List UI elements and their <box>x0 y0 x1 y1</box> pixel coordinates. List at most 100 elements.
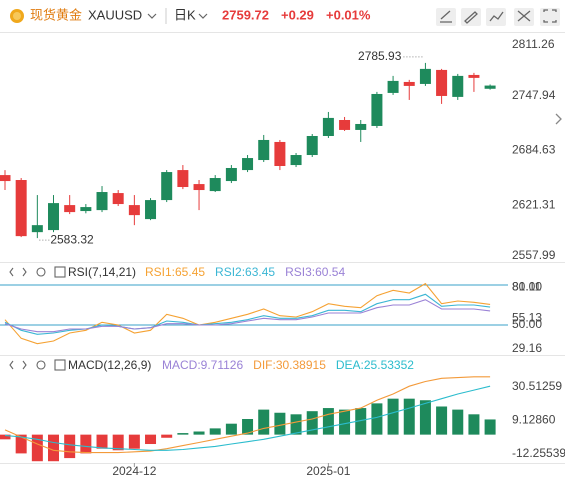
indicator-icon[interactable] <box>54 359 66 371</box>
gear-icon[interactable] <box>36 360 46 370</box>
macd-bar <box>452 409 464 435</box>
candle-body <box>258 139 270 161</box>
macd-bar <box>258 409 270 435</box>
macd-bar <box>145 434 157 445</box>
candle-body <box>64 205 76 213</box>
change-pct: +0.01% <box>326 7 371 22</box>
tool-button[interactable] <box>514 8 534 26</box>
macd-bar <box>371 403 383 435</box>
y-tick-label: 9.12860 <box>512 413 556 427</box>
side-arrow[interactable] <box>555 113 562 125</box>
candle-body <box>128 205 140 216</box>
tool-icon <box>489 11 504 22</box>
macd-bar <box>128 434 140 449</box>
macd-bar <box>468 414 480 435</box>
candle-body <box>161 172 173 201</box>
candle-body <box>274 141 286 166</box>
x-tick-label: 2025-01 <box>306 464 350 478</box>
macd-bar <box>193 431 205 435</box>
macd-bar <box>242 419 254 435</box>
y-tick-label: 80.00 <box>512 280 542 294</box>
y-tick-label: 81.11 <box>512 280 541 294</box>
macd-bar <box>484 419 496 435</box>
dropdown-arrow[interactable] <box>147 13 157 19</box>
gear-icon[interactable] <box>36 267 46 277</box>
gold-icon-inner <box>13 12 21 20</box>
legend-entry: RSI2:63.45 <box>215 265 275 279</box>
macd-bar <box>225 423 237 435</box>
macd-bar <box>274 412 286 435</box>
macd-bar <box>64 434 76 459</box>
candle-body <box>419 68 431 84</box>
y-tick-label: 30.51259 <box>512 379 562 393</box>
y-tick-label: 2684.63 <box>512 143 556 157</box>
instrument-name[interactable]: 现货黄金 <box>30 7 82 22</box>
macd-bar <box>112 434 124 451</box>
macd-bar <box>177 433 189 435</box>
tool-button[interactable] <box>461 8 481 26</box>
macd-line <box>4 376 491 454</box>
macd-bar <box>48 434 60 462</box>
candle-body <box>403 81 415 86</box>
y-tick-label: -12.25539 <box>512 446 565 460</box>
legend-entry: DIF:30.38915 <box>253 358 326 372</box>
macd-bar <box>339 409 351 435</box>
eye-icon[interactable] <box>9 360 27 370</box>
candle-body <box>96 192 108 211</box>
macd-bar <box>355 408 367 435</box>
candle-body <box>452 75 464 97</box>
macd-bar <box>0 434 11 440</box>
macd-bar <box>31 434 43 462</box>
macd-bar <box>436 406 448 435</box>
macd-bar <box>96 434 108 449</box>
candle-body <box>290 155 302 166</box>
eye-icon[interactable] <box>9 267 27 277</box>
macd-bar <box>403 398 415 435</box>
tool-button[interactable] <box>540 8 560 26</box>
macd-title: MACD(12,26,9) <box>68 358 151 372</box>
toolbar <box>436 8 560 26</box>
macd-bar <box>15 434 27 454</box>
tool-icon <box>464 11 478 24</box>
candle-body <box>322 117 334 136</box>
y-tick-label: 2747.94 <box>512 88 556 102</box>
legend-entry: MACD:9.71126 <box>162 358 243 372</box>
indicator-icon[interactable] <box>54 266 66 278</box>
candle-body <box>225 167 237 182</box>
dropdown-arrow[interactable] <box>198 13 208 19</box>
rsi-header-icons <box>9 266 66 278</box>
macd-bar <box>322 408 334 435</box>
legend-entry: RSI3:60.54 <box>285 265 345 279</box>
y-tick-label: 2557.99 <box>512 248 556 262</box>
period[interactable]: 日K <box>174 7 196 22</box>
y-tick-label: 2621.31 <box>512 197 556 211</box>
tool-icon <box>543 9 557 23</box>
candle-body <box>0 175 11 182</box>
candle-body <box>339 119 351 130</box>
price: 2759.72 <box>222 7 269 22</box>
macd-bar <box>161 434 173 438</box>
macd-bar <box>387 398 399 435</box>
macd-bar <box>306 411 318 435</box>
candle-body <box>355 123 367 130</box>
tool-icon <box>517 10 531 22</box>
candle-body <box>371 93 383 126</box>
tool-icon <box>440 10 452 23</box>
high-label: 2785.93 <box>358 49 402 63</box>
candle-body <box>484 85 496 89</box>
instrument-symbol[interactable]: XAUUSD <box>88 7 142 22</box>
candle-body <box>306 135 318 156</box>
y-tick-label: 55.13 <box>512 310 542 324</box>
macd-bar <box>419 400 431 435</box>
candle-body <box>209 178 221 192</box>
y-tick-label: 2811.26 <box>512 37 555 51</box>
y-tick-label: 29.16 <box>512 341 542 355</box>
tool-button[interactable] <box>436 8 456 26</box>
legend-entry: RSI1:65.45 <box>145 265 205 279</box>
rsi-title: RSI(7,14,21) <box>68 265 136 279</box>
candle-body <box>112 193 124 205</box>
candle-body <box>80 207 92 212</box>
candle-body <box>242 158 254 171</box>
